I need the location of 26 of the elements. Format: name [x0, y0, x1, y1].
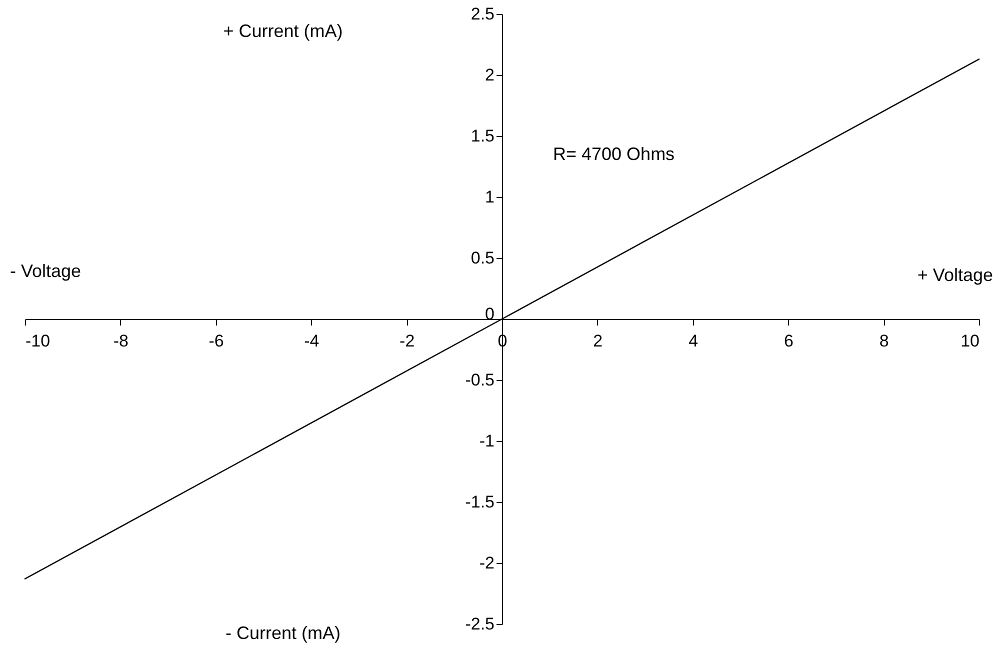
y-tick-label: -0.5: [465, 370, 494, 390]
annotation: - Current (mA): [225, 623, 341, 643]
x-tick-label: -4: [304, 332, 320, 350]
y-tick-label: 2.5: [470, 4, 494, 24]
x-tick-label: -10: [26, 332, 50, 350]
y-tick-label: 1: [485, 188, 494, 206]
x-tick-label: -2: [400, 332, 415, 350]
annotation: + Current (mA): [223, 21, 343, 41]
x-tick-label: 8: [879, 332, 889, 350]
annotation: - Voltage: [10, 261, 82, 281]
y-tick-label: -1.5: [465, 492, 494, 512]
y-tick-label: 0.5: [470, 248, 494, 268]
x-tick-label: 6: [784, 332, 794, 350]
x-tick-label: -6: [208, 332, 224, 350]
y-tick-label: 1.5: [470, 126, 494, 146]
annotation: + Voltage: [917, 265, 993, 285]
x-tick-label: 10: [960, 332, 980, 350]
y-tick-label: 2: [485, 66, 494, 84]
annotation: R= 4700 Ohms: [553, 144, 675, 164]
y-tick-label: -1: [479, 432, 494, 450]
x-tick-label: 4: [688, 332, 698, 350]
x-tick-label: 2: [593, 332, 603, 350]
y-tick-label: 0: [485, 304, 494, 324]
x-tick-label: -8: [113, 332, 128, 350]
y-tick-label: -2.5: [465, 614, 494, 634]
y-tick-label: -2: [479, 554, 494, 572]
